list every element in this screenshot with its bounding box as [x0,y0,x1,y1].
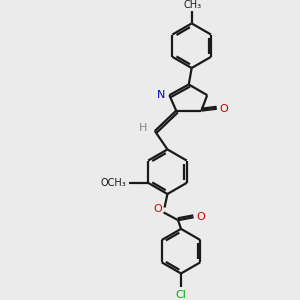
Text: O: O [153,203,162,214]
Text: OCH₃: OCH₃ [100,178,126,188]
Text: H: H [139,123,147,133]
Text: Cl: Cl [176,290,187,300]
Text: N: N [157,90,165,100]
Text: O: O [219,104,228,114]
Text: O: O [196,212,205,222]
Text: CH₃: CH₃ [184,0,202,10]
